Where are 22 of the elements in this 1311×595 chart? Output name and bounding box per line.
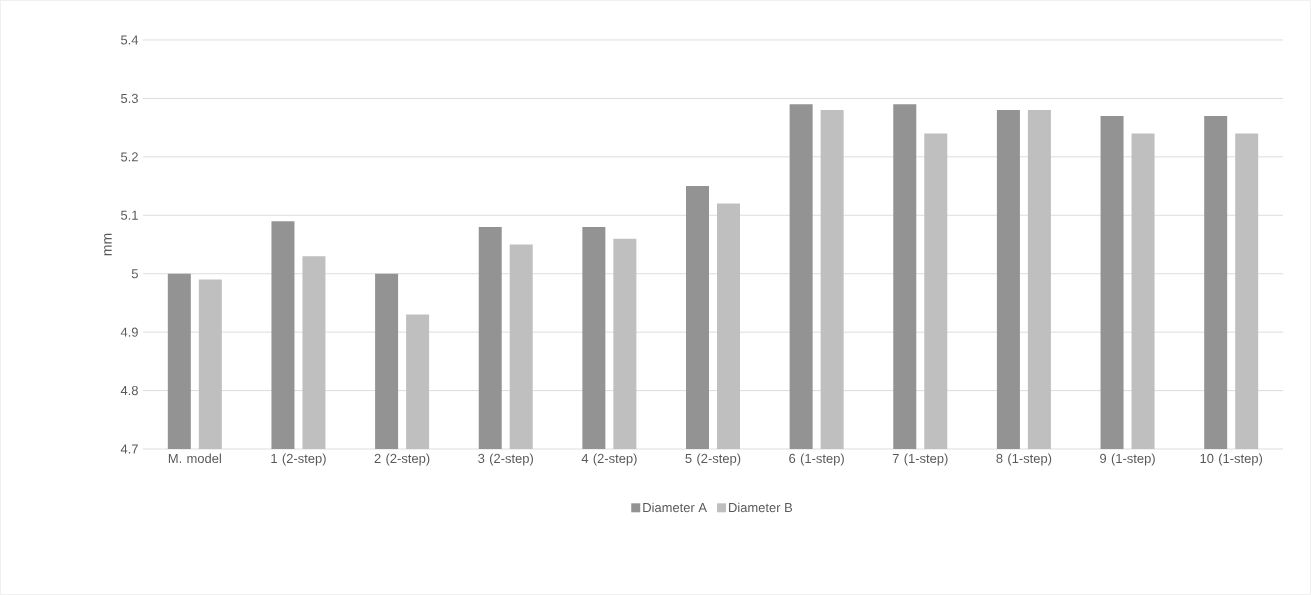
y-axis-title: mm	[104, 233, 112, 256]
y-tick-label: 4.9	[120, 327, 138, 337]
x-tick-label: 4 (2-step)	[581, 453, 637, 466]
legend-label: Diameter B	[729, 502, 793, 513]
x-tick-label: 6 (1-step)	[789, 453, 844, 466]
x-tick-label: 10 (1-step)	[1200, 453, 1263, 466]
y-tick-label: 5.2	[121, 152, 138, 162]
x-tick-label: 5 (2-step)	[685, 453, 741, 466]
y-tick-label: 5.1	[121, 210, 138, 220]
x-tick-label: 2 (2-step)	[374, 453, 430, 466]
x-tick-label: 7 (1-step)	[892, 453, 948, 466]
legend-label: Diameter A	[643, 502, 707, 513]
x-tick-label: 9 (1-step)	[1100, 453, 1155, 466]
y-tick-label: 4.8	[120, 385, 138, 396]
y-tick-label: 4.7	[120, 444, 138, 454]
y-tick-label: 5.4	[121, 35, 139, 45]
x-tick-label: M. model	[168, 453, 221, 464]
y-tick-label: 5	[131, 269, 138, 279]
x-tick-label: 1 (2-step)	[271, 453, 326, 466]
x-tick-label: 3 (2-step)	[478, 453, 533, 466]
y-tick-label: 5.3	[121, 93, 138, 104]
x-tick-label: 8 (1-step)	[996, 453, 1052, 466]
